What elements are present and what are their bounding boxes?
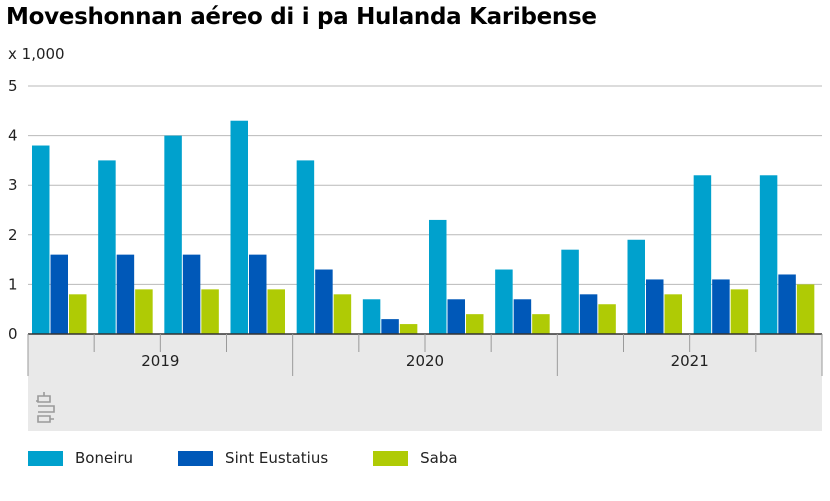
bar-boneiru [362, 299, 381, 334]
y-tick-label: 2 [8, 226, 18, 244]
bar-saba [532, 314, 550, 334]
x-year-label: 2019 [141, 352, 179, 370]
bar-sint-eustatius [513, 299, 532, 334]
y-axis-unit-label: x 1,000 [8, 45, 65, 63]
y-tick-label: 0 [8, 325, 18, 343]
bar-boneiru [230, 120, 248, 334]
bar-saba [664, 294, 682, 334]
bar-boneiru [429, 219, 447, 334]
x-year-label: 2020 [406, 352, 444, 370]
legend-swatch-boneiru [28, 450, 63, 466]
bar-boneiru [759, 175, 778, 334]
legend-swatch-sint-eustatius [178, 450, 214, 466]
legend-label-boneiru: Boneiru [75, 449, 134, 467]
bar-sint-eustatius [579, 294, 598, 334]
legend-label-saba: Saba [420, 449, 458, 467]
bar-sint-eustatius [712, 279, 730, 334]
bar-sint-eustatius [646, 279, 664, 334]
y-tick-label: 1 [8, 275, 18, 293]
bar-boneiru [164, 135, 182, 334]
legend-item-sint-eustatius: Sint Eustatius [178, 449, 328, 467]
bar-saba [333, 294, 352, 334]
bar-boneiru [627, 239, 645, 334]
bar-boneiru [693, 175, 712, 334]
bar-boneiru [98, 160, 116, 334]
bar-sint-eustatius [447, 299, 465, 334]
bar-sint-eustatius [182, 254, 201, 334]
bar-saba [399, 324, 418, 334]
bar-saba [466, 314, 484, 334]
legend-item-saba: Saba [373, 449, 458, 467]
y-tick-label: 4 [8, 127, 18, 145]
y-tick-label: 5 [8, 77, 18, 95]
x-year-label: 2021 [671, 352, 709, 370]
bar-sint-eustatius [50, 254, 68, 334]
bar-saba [796, 284, 815, 334]
bar-boneiru [296, 160, 315, 334]
legend: Boneiru Sint Eustatius Saba [28, 449, 503, 467]
bar-saba [730, 289, 749, 334]
bar-sint-eustatius [778, 274, 796, 334]
bar-saba [201, 289, 219, 334]
bar-saba [69, 294, 87, 334]
bar-boneiru [561, 249, 579, 334]
legend-label-sint-eustatius: Sint Eustatius [225, 449, 329, 467]
bar-sint-eustatius [315, 269, 333, 334]
bar-saba [267, 289, 285, 334]
bar-sint-eustatius [116, 254, 135, 334]
bar-saba [598, 304, 616, 334]
bar-boneiru [495, 269, 513, 334]
bar-sint-eustatius [249, 254, 267, 334]
legend-swatch-saba [373, 450, 409, 466]
bar-boneiru [32, 145, 50, 334]
legend-item-boneiru: Boneiru [28, 449, 133, 467]
cbs-logo-icon [36, 392, 55, 423]
bar-saba [135, 289, 153, 334]
chart-title: Moveshonnan aéreo di i pa Hulanda Karibe… [6, 4, 597, 30]
y-tick-label: 3 [8, 176, 18, 194]
bar-sint-eustatius [381, 319, 399, 334]
